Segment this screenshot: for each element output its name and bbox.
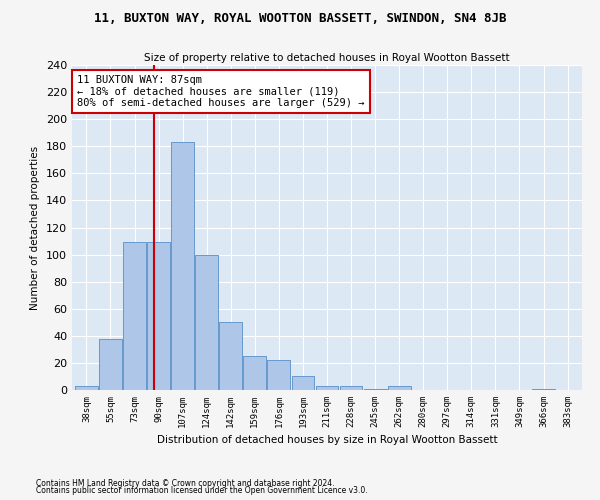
Title: Size of property relative to detached houses in Royal Wootton Bassett: Size of property relative to detached ho…: [144, 53, 510, 63]
Bar: [220, 322, 242, 390]
Bar: [532, 388, 555, 390]
Bar: [75, 386, 98, 390]
Bar: [147, 242, 170, 390]
Bar: [364, 388, 386, 390]
Bar: [171, 142, 194, 390]
Text: Contains HM Land Registry data © Crown copyright and database right 2024.: Contains HM Land Registry data © Crown c…: [36, 478, 335, 488]
Bar: [99, 338, 122, 390]
Bar: [340, 386, 362, 390]
Bar: [268, 360, 290, 390]
Bar: [292, 376, 314, 390]
Text: 11 BUXTON WAY: 87sqm
← 18% of detached houses are smaller (119)
80% of semi-deta: 11 BUXTON WAY: 87sqm ← 18% of detached h…: [77, 74, 365, 108]
Text: 11, BUXTON WAY, ROYAL WOOTTON BASSETT, SWINDON, SN4 8JB: 11, BUXTON WAY, ROYAL WOOTTON BASSETT, S…: [94, 12, 506, 26]
Bar: [316, 386, 338, 390]
Bar: [123, 242, 146, 390]
X-axis label: Distribution of detached houses by size in Royal Wootton Bassett: Distribution of detached houses by size …: [157, 436, 497, 446]
Y-axis label: Number of detached properties: Number of detached properties: [31, 146, 40, 310]
Bar: [244, 356, 266, 390]
Text: Contains public sector information licensed under the Open Government Licence v3: Contains public sector information licen…: [36, 486, 368, 495]
Bar: [388, 386, 410, 390]
Bar: [195, 254, 218, 390]
